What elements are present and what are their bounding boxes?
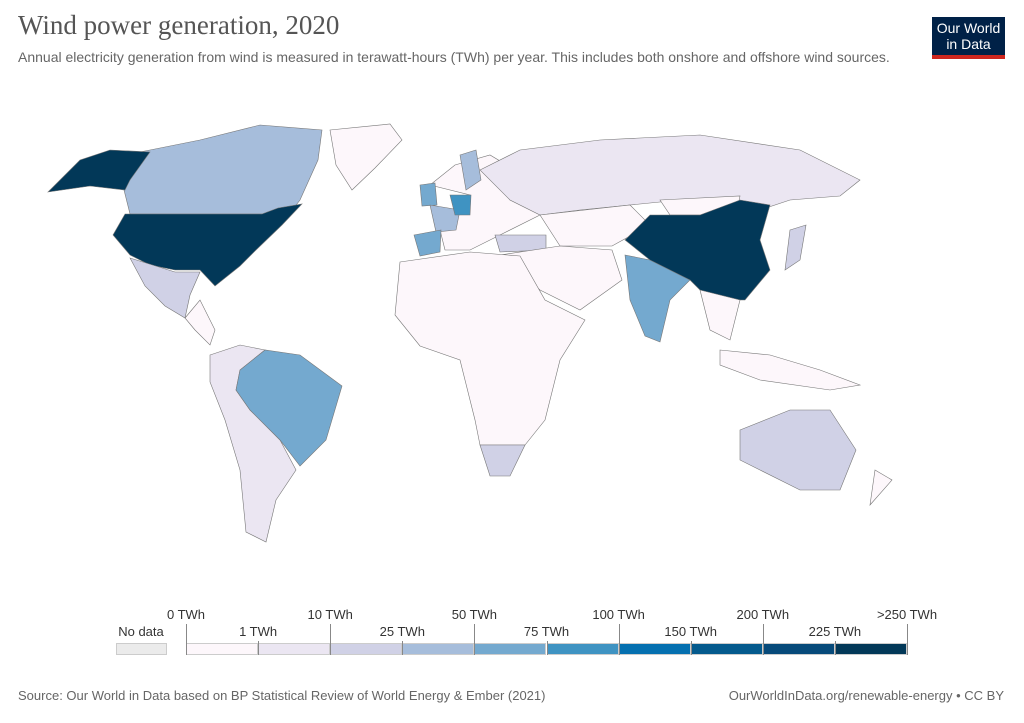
country-brazil[interactable] xyxy=(235,349,343,467)
country-greenland[interactable] xyxy=(329,123,403,191)
country-new-zealand[interactable] xyxy=(869,469,893,506)
country-alaska[interactable] xyxy=(47,149,151,193)
country-japan[interactable] xyxy=(784,224,807,271)
country-southeast-asia[interactable] xyxy=(699,289,741,341)
source-note: Source: Our World in Data based on BP St… xyxy=(18,688,546,703)
country-africa[interactable] xyxy=(394,251,586,446)
country-france[interactable] xyxy=(429,204,461,233)
country-central-america[interactable] xyxy=(184,299,216,346)
country-usa[interactable] xyxy=(112,203,303,287)
country-australia[interactable] xyxy=(739,409,857,491)
country-uk[interactable] xyxy=(419,182,438,207)
source-link[interactable]: OurWorldInData.org/renewable-energy • CC… xyxy=(728,688,1004,703)
country-spain[interactable] xyxy=(413,229,442,257)
country-south-africa[interactable] xyxy=(479,444,526,477)
country-germany[interactable] xyxy=(449,194,472,216)
country-middle-east[interactable] xyxy=(499,245,623,311)
country-mexico[interactable] xyxy=(129,257,201,319)
country-china[interactable] xyxy=(624,199,771,301)
chart-title: Wind power generation, 2020 xyxy=(18,10,340,40)
country-indonesia[interactable] xyxy=(719,349,862,391)
country-sweden[interactable] xyxy=(459,149,482,191)
chart-subtitle: Annual electricity generation from wind … xyxy=(18,49,890,65)
owid-logo[interactable]: Our World in Data xyxy=(932,17,1005,59)
country-canada[interactable] xyxy=(123,124,323,215)
